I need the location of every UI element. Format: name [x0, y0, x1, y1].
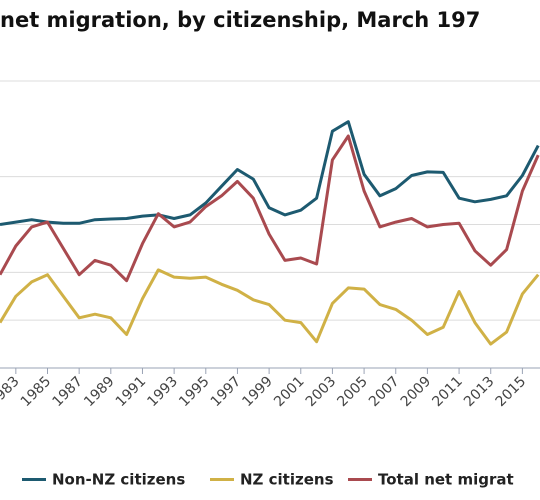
x-tick-label: 1983: [0, 374, 23, 411]
legend-swatch-nz-citizens: [210, 478, 234, 481]
x-tick-label: 2003: [303, 374, 340, 411]
legend-label-nz-citizens: NZ citizens: [240, 470, 334, 489]
x-tick-label: 1985: [18, 374, 55, 411]
legend: Non-NZ citizens NZ citizens Total net mi…: [0, 466, 540, 496]
x-tick-label: 1989: [81, 374, 118, 411]
x-tick-label: 2001: [271, 374, 308, 411]
x-tick-label: 2013: [461, 374, 498, 411]
x-tick-label: 1995: [176, 374, 213, 411]
chart-title: net migration, by citizenship, March 197: [0, 8, 481, 32]
x-tick-label: 1991: [113, 374, 150, 411]
gridlines: [0, 80, 540, 321]
legend-item-nz-citizens[interactable]: NZ citizens: [210, 470, 334, 489]
chart-svg: 1983198519871989199119931995199719992001…: [0, 80, 540, 411]
x-tick-label: 2007: [366, 374, 403, 411]
x-tick-label: 2011: [429, 374, 466, 411]
legend-swatch-total-net-migration: [348, 478, 372, 481]
legend-item-non-nz-citizens[interactable]: Non-NZ citizens: [22, 470, 185, 489]
legend-label-total-net-migration: Total net migrat: [378, 470, 514, 489]
series-line-nz-citizens[interactable]: [0, 268, 540, 346]
series-line-total-net-migrat[interactable]: [0, 134, 540, 283]
x-tick-label: 1987: [49, 374, 86, 411]
legend-label-non-nz-citizens: Non-NZ citizens: [52, 470, 186, 489]
x-tick-label: 2009: [398, 374, 435, 411]
x-tick-label: 2015: [493, 374, 530, 411]
series-lines: [0, 120, 540, 346]
x-axis: 1983198519871989199119931995199719992001…: [0, 367, 540, 411]
series-line-non-nz-citizens[interactable]: [0, 120, 540, 226]
x-tick-label: 1999: [239, 374, 276, 411]
x-tick-label: 2005: [334, 374, 371, 411]
legend-swatch-non-nz-citizens: [22, 478, 46, 481]
x-tick-label: 1993: [144, 374, 181, 411]
x-tick-label: 1997: [208, 374, 245, 411]
legend-item-total-net-migration[interactable]: Total net migrat: [348, 470, 514, 489]
